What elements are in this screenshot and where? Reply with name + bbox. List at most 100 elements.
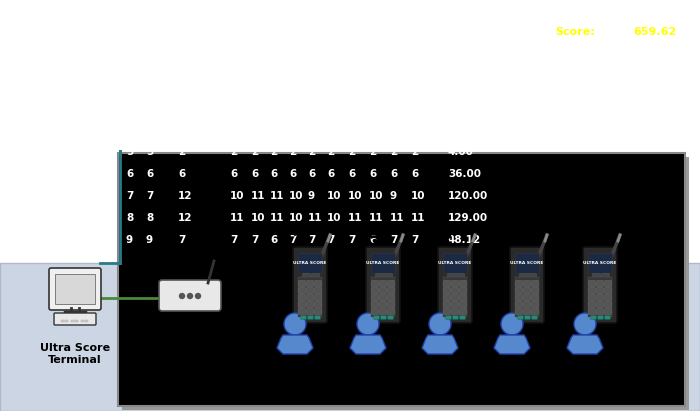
FancyBboxPatch shape [605, 302, 611, 307]
FancyBboxPatch shape [381, 316, 386, 319]
Text: 11: 11 [308, 213, 323, 223]
Text: 2: 2 [251, 81, 258, 91]
Text: 9: 9 [308, 191, 315, 201]
FancyBboxPatch shape [0, 263, 700, 411]
Text: 6: 6 [327, 169, 335, 179]
Polygon shape [350, 335, 386, 354]
Polygon shape [567, 335, 603, 354]
Text: 9: 9 [146, 235, 153, 245]
Text: 2: 2 [390, 81, 398, 91]
Text: Wireless Host: Wireless Host [147, 343, 233, 353]
Text: 2: 2 [308, 147, 315, 157]
Text: 11: 11 [251, 191, 265, 201]
Text: 7: 7 [126, 191, 134, 201]
Text: 2: 2 [369, 147, 377, 157]
Text: 10: 10 [251, 213, 265, 223]
Text: 8: 8 [369, 103, 377, 113]
FancyBboxPatch shape [519, 274, 527, 277]
Text: 7: 7 [146, 191, 153, 201]
Text: 11: 11 [390, 213, 405, 223]
FancyBboxPatch shape [453, 316, 459, 319]
FancyBboxPatch shape [379, 309, 386, 314]
FancyBboxPatch shape [312, 274, 319, 277]
Circle shape [591, 240, 594, 242]
FancyBboxPatch shape [444, 309, 450, 314]
Text: 4.00: 4.00 [448, 147, 474, 157]
Text: 6: 6 [270, 125, 277, 135]
Text: 12: 12 [178, 213, 193, 223]
Text: J5: J5 [308, 43, 319, 53]
FancyBboxPatch shape [528, 274, 536, 277]
FancyBboxPatch shape [588, 277, 612, 317]
FancyBboxPatch shape [49, 268, 101, 310]
Text: 10: 10 [289, 213, 304, 223]
Text: Shan Liang: Shan Liang [273, 27, 342, 37]
Text: 8: 8 [390, 103, 398, 113]
FancyBboxPatch shape [446, 316, 452, 319]
Text: 1: 1 [126, 59, 133, 69]
Text: ULTRA SCORE: ULTRA SCORE [583, 261, 617, 265]
Text: 3: 3 [146, 103, 153, 113]
FancyBboxPatch shape [605, 295, 611, 300]
Text: J10: J10 [411, 43, 429, 53]
Text: 6: 6 [369, 235, 377, 245]
Text: 6: 6 [230, 125, 237, 135]
Text: J3: J3 [270, 43, 281, 53]
FancyBboxPatch shape [299, 295, 305, 300]
Circle shape [188, 293, 193, 298]
Polygon shape [494, 335, 530, 354]
FancyBboxPatch shape [314, 302, 321, 307]
Text: 6: 6 [308, 125, 315, 135]
Text: 11: 11 [270, 191, 284, 201]
Text: 64.00: 64.00 [448, 103, 481, 113]
Text: 11: 11 [369, 213, 384, 223]
Text: 4.00: 4.00 [448, 81, 474, 91]
Text: 2: 2 [369, 81, 377, 91]
FancyBboxPatch shape [372, 281, 379, 286]
Text: 2: 2 [270, 81, 277, 91]
Text: 659.62: 659.62 [634, 27, 677, 37]
FancyBboxPatch shape [388, 281, 394, 286]
FancyBboxPatch shape [516, 281, 522, 286]
Text: J4: J4 [289, 43, 300, 53]
FancyBboxPatch shape [444, 302, 450, 307]
FancyBboxPatch shape [379, 288, 386, 293]
Text: 1: 1 [270, 59, 277, 69]
Text: 2: 2 [270, 147, 277, 157]
FancyBboxPatch shape [298, 253, 322, 273]
Text: 2: 2 [230, 147, 237, 157]
Polygon shape [277, 335, 313, 354]
Text: 2: 2 [178, 147, 186, 157]
FancyBboxPatch shape [460, 295, 466, 300]
Text: J6: J6 [327, 43, 338, 53]
Text: J9: J9 [390, 43, 401, 53]
Text: 8: 8 [411, 103, 419, 113]
FancyBboxPatch shape [596, 295, 603, 300]
FancyBboxPatch shape [54, 313, 96, 325]
FancyBboxPatch shape [460, 316, 466, 319]
Text: J2: J2 [251, 43, 262, 53]
Text: 6: 6 [146, 169, 153, 179]
FancyBboxPatch shape [524, 295, 531, 300]
Text: 48.12: 48.12 [448, 235, 481, 245]
Text: 8: 8 [327, 103, 335, 113]
Text: 6: 6 [270, 169, 277, 179]
FancyBboxPatch shape [314, 288, 321, 293]
Text: 6: 6 [178, 125, 186, 135]
FancyBboxPatch shape [524, 302, 531, 307]
FancyBboxPatch shape [308, 316, 314, 319]
Text: 12: 12 [178, 191, 193, 201]
FancyBboxPatch shape [298, 277, 322, 317]
Text: 3: 3 [126, 103, 133, 113]
FancyBboxPatch shape [301, 316, 307, 319]
Circle shape [374, 240, 377, 242]
FancyBboxPatch shape [293, 247, 327, 323]
Text: 1: 1 [289, 59, 296, 69]
Text: 2: 2 [348, 81, 355, 91]
Text: 6: 6 [327, 125, 335, 135]
Text: ULTRA SCORE: ULTRA SCORE [438, 261, 472, 265]
Text: 7: 7 [308, 235, 316, 245]
FancyBboxPatch shape [314, 281, 321, 286]
Text: 7: 7 [327, 235, 335, 245]
FancyBboxPatch shape [302, 274, 310, 277]
